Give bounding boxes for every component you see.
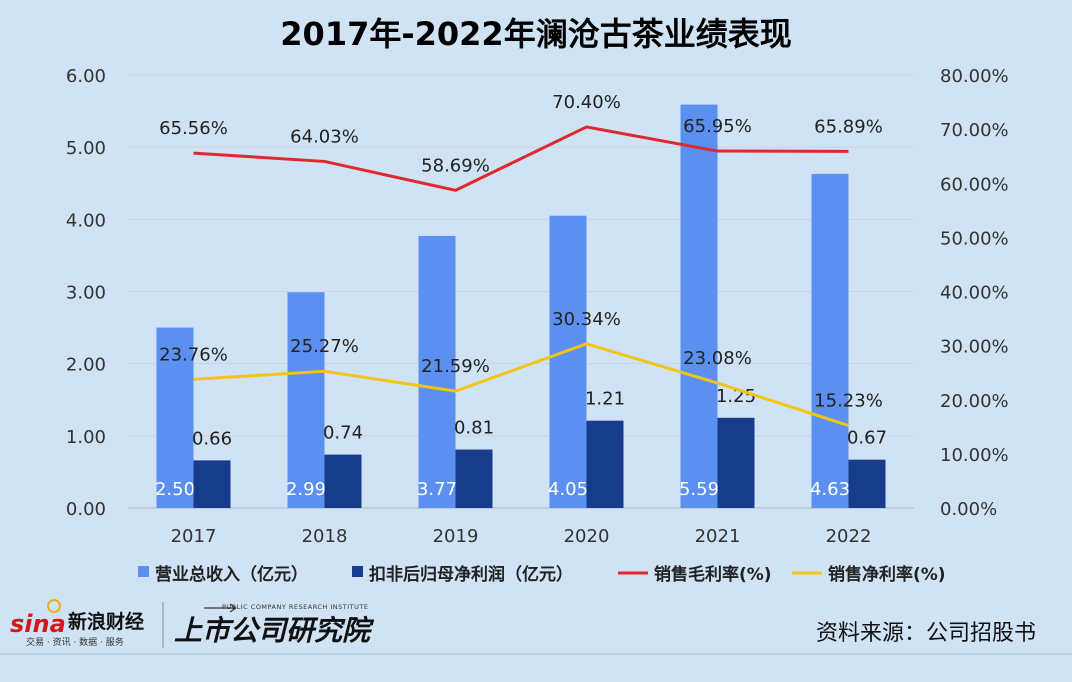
y-right-tick-label: 80.00% — [940, 66, 1009, 87]
bar-data-label: 0.67 — [847, 428, 887, 449]
line-data-label: 64.03% — [290, 126, 359, 147]
y-left-tick-label: 0.00 — [66, 499, 106, 520]
line-data-label: 21.59% — [421, 356, 490, 377]
legend-label: 销售毛利率(%) — [654, 564, 772, 585]
bar-revenue — [287, 292, 325, 508]
bar-data-label: 2.50 — [155, 479, 195, 500]
bar-data-label: 4.63 — [810, 479, 850, 500]
bar-revenue — [418, 235, 456, 508]
bar-net-profit — [193, 460, 231, 508]
line-data-label: 65.89% — [814, 116, 883, 137]
legend-label: 扣非后归母净利润（亿元） — [369, 564, 573, 585]
sina-tagline: 交易 · 资讯 · 数据 · 服务 — [26, 636, 124, 648]
y-right-tick-label: 40.00% — [940, 283, 1009, 304]
line-data-label: 23.76% — [159, 344, 228, 365]
line-data-label: 58.69% — [421, 155, 490, 176]
bar-data-label: 3.77 — [417, 479, 457, 500]
bar-revenue — [549, 215, 587, 508]
gross-margin-line — [193, 125, 849, 192]
bar-revenue — [811, 173, 849, 508]
y-left-tick-label: 3.00 — [66, 283, 106, 304]
sina-logo-text: sina — [10, 610, 66, 638]
y-right-tick-label: 60.00% — [940, 174, 1009, 195]
bar-net-profit — [717, 417, 755, 508]
x-tick-label: 2021 — [695, 526, 741, 547]
bar-data-label: 0.66 — [192, 428, 232, 449]
bar-data-label: 0.74 — [323, 423, 363, 444]
bar-net-profit — [848, 459, 886, 508]
bar-data-label: 0.81 — [454, 418, 494, 439]
y-right-tick-label: 30.00% — [940, 337, 1009, 358]
footer-logos: sina 新浪财经 交易 · 资讯 · 数据 · 服务 PUBLIC COMPA… — [10, 599, 375, 648]
legend-label: 营业总收入（亿元） — [155, 564, 308, 585]
x-tick-label: 2017 — [171, 526, 217, 547]
line-data-label: 65.95% — [683, 116, 752, 137]
x-tick-label: 2019 — [433, 526, 479, 547]
line-data-label: 23.08% — [683, 348, 752, 369]
institute-chinese-name: 上市公司研究院 — [174, 614, 375, 647]
source-note: 资料来源：公司招股书 — [815, 621, 1036, 646]
chart-title: 2017年-2022年澜沧古茶业绩表现 — [280, 15, 791, 53]
y-right-tick-label: 0.00% — [940, 499, 997, 520]
bar-revenue — [680, 104, 718, 509]
legend-swatch — [138, 566, 149, 577]
line-data-label: 25.27% — [290, 336, 359, 357]
line-data-label: 30.34% — [552, 309, 621, 330]
bar-data-label: 2.99 — [286, 479, 326, 500]
x-tick-label: 2020 — [564, 526, 610, 547]
institute-english-name: PUBLIC COMPANY RESEARCH INSTITUTE — [222, 603, 368, 611]
legend-label: 销售净利率(%) — [828, 564, 946, 585]
y-left-tick-label: 4.00 — [66, 210, 106, 231]
bar-net-profit — [455, 449, 493, 508]
bar-net-profit — [586, 420, 624, 508]
line-data-label: 65.56% — [159, 118, 228, 139]
legend-swatch — [352, 566, 363, 577]
y-left-tick-label: 5.00 — [66, 138, 106, 159]
y-right-tick-label: 50.00% — [940, 228, 1009, 249]
bar-data-label: 4.05 — [548, 479, 588, 500]
net-margin-line — [193, 342, 849, 427]
bar-data-label: 5.59 — [679, 479, 719, 500]
sina-finance-name: 新浪财经 — [68, 610, 144, 633]
y-right-tick-label: 10.00% — [940, 445, 1009, 466]
y-left-tick-label: 6.00 — [66, 66, 106, 87]
y-right-tick-label: 20.00% — [940, 391, 1009, 412]
sina-eye-icon — [47, 599, 61, 613]
line-data-label: 15.23% — [814, 391, 883, 412]
x-tick-label: 2018 — [302, 526, 348, 547]
bar-revenue — [156, 327, 194, 508]
y-right-tick-label: 70.00% — [940, 120, 1009, 141]
bar-net-profit — [324, 454, 362, 508]
line-data-label: 70.40% — [552, 92, 621, 113]
bar-data-label: 1.21 — [585, 389, 625, 410]
y-left-tick-label: 2.00 — [66, 355, 106, 376]
x-tick-label: 2022 — [826, 526, 872, 547]
y-left-tick-label: 1.00 — [66, 427, 106, 448]
